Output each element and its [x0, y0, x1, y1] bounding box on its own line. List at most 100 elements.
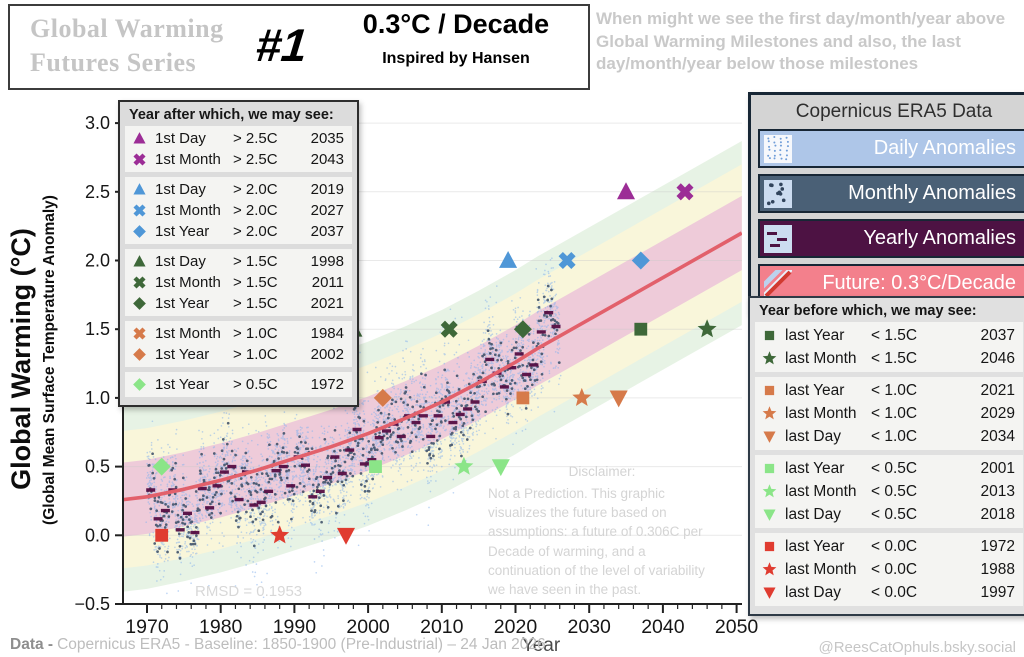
milestone-row: last Month < 0.0C 1988 [761, 558, 1017, 581]
milestone-row: last Month < 1.5C 2046 [761, 347, 1017, 370]
milestone-threshold: < 1.0C [871, 381, 918, 399]
svg-text:3.0: 3.0 [85, 113, 110, 133]
marker-icon-cell [131, 223, 155, 240]
era5-item-label: Future: 0.3°C/Decade [822, 272, 1016, 294]
milestone-marker-triangle-up [616, 182, 636, 200]
milestone-marker-square [634, 322, 648, 336]
square-marker-icon [764, 463, 775, 474]
legend-group: 1st Month > 1.0C 1984 1st Year > 1.0C 2002 [125, 321, 352, 367]
svg-text:2000: 2000 [346, 616, 390, 638]
footer-data-label: Data - [10, 636, 54, 653]
svg-text:1970: 1970 [125, 616, 169, 638]
marker-icon-cell [761, 483, 785, 500]
marker-icon-cell [131, 325, 155, 342]
milestone-threshold: > 0.5C [233, 376, 278, 393]
milestone-label: 1st Day [155, 130, 206, 147]
yearly-anomalies-swatch-icon [764, 224, 792, 253]
era5-legend-items: Daily Anomalies Monthly Anomalies Yearly A… [758, 129, 1024, 303]
legend-first-milestones: Year after which, we may see: 1st Day > 2… [118, 100, 359, 407]
milestone-row: last Year < 0.5C 2001 [761, 457, 1017, 480]
yearly-anomalies-series [146, 311, 561, 535]
milestone-marker-star [454, 456, 474, 475]
legend-group: 1st Day > 2.5C 2035 1st Month > 2.5C 2043 [125, 126, 352, 172]
milestone-label: 1st Year [155, 223, 210, 240]
milestone-row: last Day < 1.0C 2034 [761, 425, 1017, 448]
legend-group: last Year < 1.5C 2037 last Month < 1.5C 2046 [755, 322, 1023, 372]
svg-text:0.5: 0.5 [85, 457, 110, 477]
milestone-marker-diamond [513, 320, 532, 339]
milestone-marker-triangle-down [491, 459, 510, 477]
milestone-threshold: > 1.5C [233, 253, 278, 270]
legend-item-yearly-anomalies: Yearly Anomalies [758, 219, 1024, 258]
milestone-threshold: < 0.0C [871, 537, 918, 555]
marker-icon-cell [761, 561, 785, 578]
milestone-label: 1st Month [155, 151, 221, 168]
marker-icon-cell [761, 584, 785, 601]
milestone-label: last Day [785, 427, 841, 445]
square-marker-icon [764, 330, 775, 341]
milestone-threshold: > 2.0C [233, 181, 278, 198]
milestone-year: 2035 [310, 130, 344, 147]
milestone-row: 1st Day > 2.0C 2019 [131, 179, 346, 200]
disclaimer-body: Not a Prediction. This graphic visualize… [488, 486, 705, 597]
milestone-label: last Year [785, 381, 845, 399]
svg-text:2.5: 2.5 [85, 182, 110, 202]
y-axis-sublabel: (Global Mean Surface Temperature Anomaly… [41, 195, 58, 525]
issue-number: #1 [253, 19, 310, 71]
milestone-marker-star [697, 319, 717, 338]
milestone-label: last Day [785, 583, 841, 601]
x-marker-icon [133, 276, 146, 289]
milestone-marker-diamond [152, 457, 171, 476]
marker-icon-cell [761, 428, 785, 445]
milestone-label: 1st Year [155, 295, 210, 312]
legend-group: last Year < 0.5C 2001 last Month < 0.5C 2013 l… [755, 455, 1023, 528]
marker-icon-cell [131, 295, 155, 312]
future-swatch [758, 263, 796, 302]
milestone-row: 1st Year > 2.0C 2037 [131, 221, 346, 242]
footer-data-text: Copernicus ERA5 - Baseline: 1850-1900 (P… [57, 636, 546, 653]
disclaimer-title: Disclaimer: [568, 464, 636, 479]
y-axis-label: Global Warming (°C) [6, 228, 36, 490]
svg-text:0.0: 0.0 [85, 525, 110, 545]
milestone-marker-x [558, 251, 576, 270]
milestone-row: last Year < 0.0C 1972 [761, 535, 1017, 558]
legend-last-groups: last Year < 1.5C 2037 last Month < 1.5C 2046 l… [753, 322, 1024, 606]
marker-icon-cell [131, 274, 155, 291]
x-marker-icon [133, 204, 146, 217]
marker-icon-cell [761, 405, 785, 422]
anomaly-series [145, 257, 562, 599]
milestone-year: 1972 [310, 376, 344, 393]
square-marker-icon [764, 385, 775, 396]
milestone-label: 1st Day [155, 253, 206, 270]
yearly-swatch [764, 224, 792, 253]
milestone-year: 2029 [980, 404, 1015, 422]
svg-text:1.5: 1.5 [85, 319, 110, 339]
milestone-year: 1988 [980, 560, 1015, 578]
triangle-up-marker-icon [133, 132, 146, 144]
milestone-year: 2034 [980, 427, 1015, 445]
milestone-threshold: > 1.0C [233, 325, 278, 342]
milestone-label: last Year [785, 326, 845, 344]
milestone-marker-diamond [631, 251, 650, 270]
milestone-label: 1st Month [155, 325, 221, 342]
milestone-year: 1997 [980, 583, 1015, 601]
marker-icon-cell [761, 538, 785, 555]
milestone-label: 1st Year [155, 346, 210, 363]
star-marker-icon [762, 562, 777, 576]
milestone-marker-square [155, 528, 169, 542]
future-anomalies-swatch-icon [758, 263, 796, 302]
triangle-down-marker-icon [763, 431, 776, 443]
svg-text:−0.5: −0.5 [74, 594, 110, 614]
diamond-marker-icon [133, 225, 146, 238]
milestone-row: last Month < 0.5C 2013 [761, 480, 1017, 503]
series-title: Global Warming Futures Series [30, 14, 224, 77]
milestone-year: 2013 [980, 482, 1015, 500]
marker-icon-cell [131, 151, 155, 168]
era5-panel-title: Copernicus ERA5 Data [795, 101, 993, 122]
rmsd-label: RMSD = 0.1953 [195, 583, 303, 600]
milestone-row: 1st Month > 2.5C 2043 [131, 149, 346, 170]
milestone-label: 1st Year [155, 376, 210, 393]
milestone-label: 1st Month [155, 202, 221, 219]
x-marker-icon [133, 153, 146, 166]
